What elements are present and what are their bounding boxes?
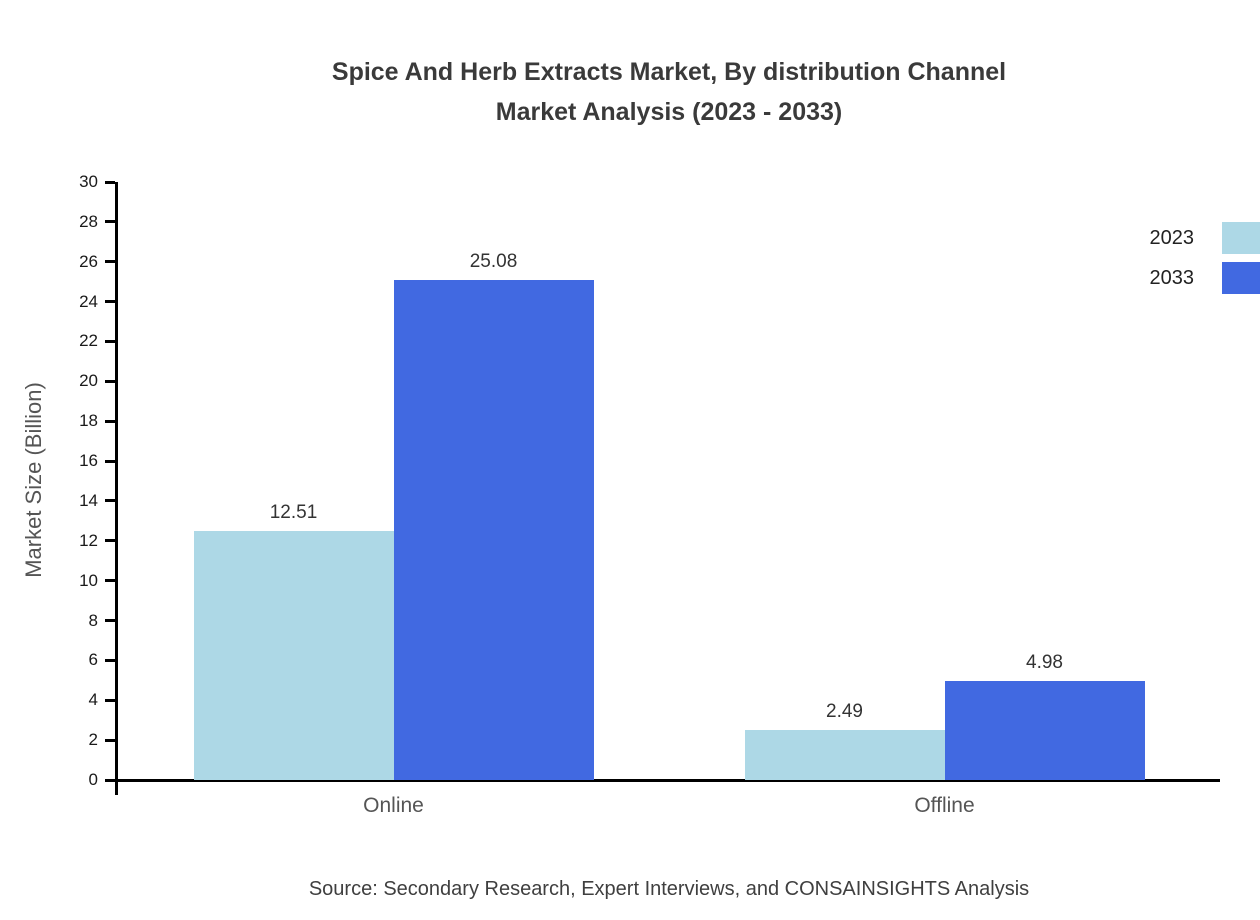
legend-label-2023: 2023 [1149, 226, 1195, 249]
y-tick [105, 379, 115, 383]
y-tick [105, 260, 115, 264]
chart-title: Spice And Herb Extracts Market, By distr… [118, 52, 1220, 132]
bar-value-label-2023-offline: 2.49 [826, 701, 863, 723]
legend: 2023 2033 [1150, 218, 1260, 298]
y-tick-label: 24 [79, 291, 98, 311]
y-axis-line [115, 182, 118, 795]
plot-area: 0 2 4 6 8 10 12 14 16 18 20 22 24 26 28 30 Online 12.51 25… [79, 172, 1220, 817]
y-axis-title: Market Size (Billion) [21, 382, 46, 578]
chart-title-line1: Spice And Herb Extracts Market, By distr… [331, 58, 1007, 86]
bar-value-label-2033-online: 25.08 [469, 251, 518, 273]
y-tick [105, 300, 115, 304]
bar-value-label-2023-online: 12.51 [269, 501, 318, 523]
y-tick [105, 579, 115, 583]
y-tick-label: 30 [79, 172, 98, 191]
legend-row-2033: 2033 [1150, 258, 1260, 298]
y-tick [105, 180, 115, 184]
y-tick [105, 220, 115, 224]
y-tick [105, 539, 115, 543]
y-tick-label: 0 [88, 770, 98, 789]
y-tick-label: 20 [79, 371, 98, 391]
y-tick [105, 698, 115, 702]
bar-value-label-2033-offline: 4.98 [1026, 651, 1063, 673]
y-tick-label: 8 [88, 610, 98, 630]
y-tick-label: 14 [79, 490, 98, 510]
bar-2023-online [193, 530, 394, 780]
y-tick [105, 738, 115, 742]
y-tick-label: 6 [88, 650, 98, 670]
bar-2033-offline [944, 680, 1145, 780]
y-tick-label: 26 [79, 251, 98, 271]
legend-row-2023: 2023 [1150, 218, 1260, 258]
y-tick [105, 778, 115, 782]
y-tick-label: 2 [88, 730, 98, 750]
source-text: Source: Secondary Research, Expert Inter… [308, 878, 1030, 900]
y-tick [105, 658, 115, 662]
y-tick-label: 4 [88, 690, 98, 710]
y-tick-label: 12 [79, 530, 98, 550]
y-tick-label: 18 [79, 411, 98, 431]
y-tick-label: 10 [79, 570, 98, 590]
y-tick [105, 339, 115, 343]
legend-swatch-2033 [1222, 262, 1260, 294]
y-tick-label: 28 [79, 211, 98, 231]
bar-2033-online [393, 280, 594, 780]
category-label-offline: Offline [914, 794, 975, 817]
y-tick [105, 459, 115, 463]
category-label-online: Online [363, 794, 424, 817]
bar-2023-offline [744, 730, 945, 780]
chart-title-line2: Market Analysis (2023 - 2033) [495, 98, 843, 126]
y-tick-label: 16 [79, 451, 98, 471]
y-tick [105, 499, 115, 503]
legend-swatch-2023 [1222, 222, 1260, 254]
y-tick [105, 419, 115, 423]
x-axis-line [115, 779, 1220, 782]
legend-label-2033: 2033 [1149, 266, 1195, 289]
y-tick-label: 22 [79, 331, 98, 351]
y-tick [105, 619, 115, 623]
